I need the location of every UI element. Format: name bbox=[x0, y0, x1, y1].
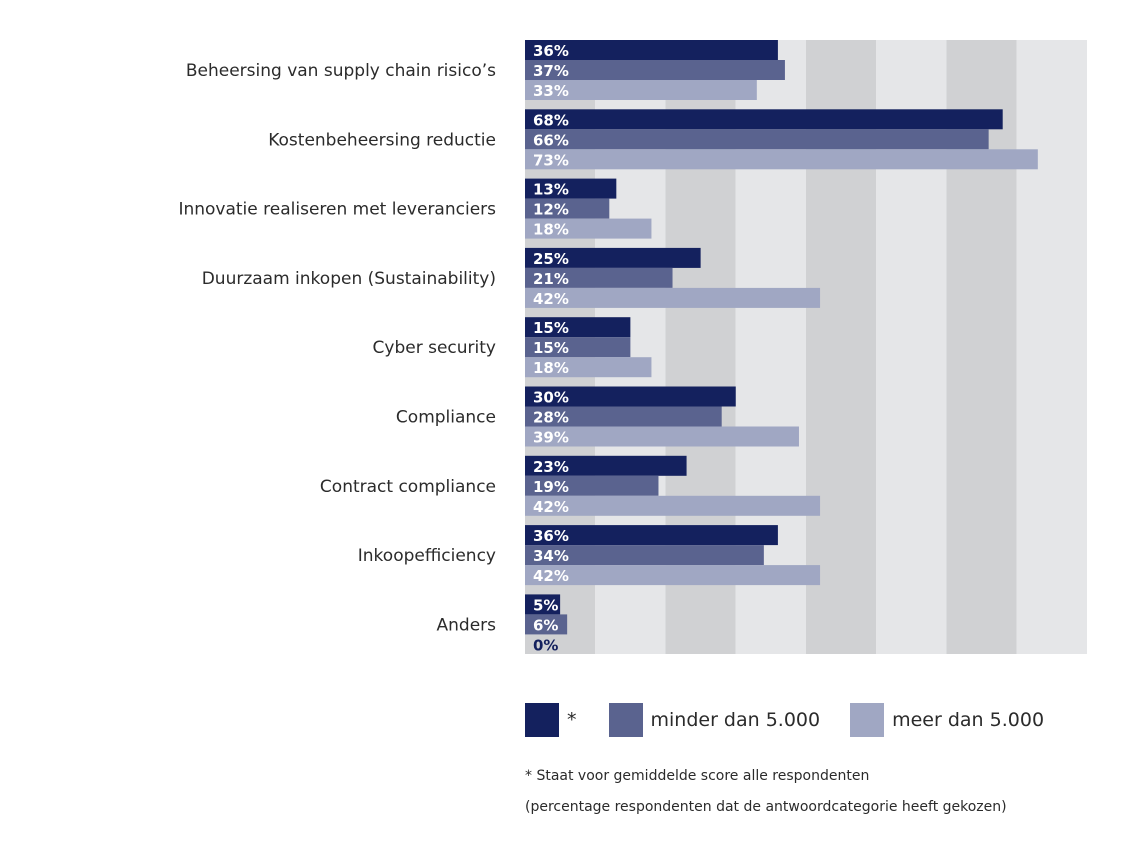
legend-swatch bbox=[525, 703, 559, 737]
category-label: Duurzaam inkopen (Sustainability) bbox=[202, 269, 496, 289]
bar bbox=[525, 545, 764, 566]
bar bbox=[525, 406, 722, 427]
bar-value-label: 36% bbox=[533, 42, 569, 60]
bar bbox=[525, 386, 736, 407]
bar-value-label: 36% bbox=[533, 527, 569, 545]
bar-value-label: 66% bbox=[533, 131, 569, 149]
bar bbox=[525, 594, 561, 615]
legend-label: * bbox=[567, 709, 577, 731]
bar bbox=[525, 198, 610, 219]
footnote-percentage: (percentage respondenten dat de antwoord… bbox=[525, 799, 1007, 815]
legend-item-average: * bbox=[525, 703, 581, 737]
bar bbox=[525, 109, 1003, 130]
category-label: Anders bbox=[437, 615, 497, 635]
bar bbox=[525, 525, 778, 546]
bar-value-label: 18% bbox=[533, 221, 569, 239]
legend-label: meer dan 5.000 bbox=[892, 709, 1045, 731]
bar bbox=[525, 317, 631, 338]
bar-value-label: 15% bbox=[533, 319, 569, 337]
bar bbox=[525, 426, 799, 447]
legend-swatch bbox=[850, 703, 885, 737]
bar-value-label: 19% bbox=[533, 478, 569, 496]
bar bbox=[525, 614, 568, 635]
category-label: Inkoopefficiency bbox=[358, 546, 496, 566]
bar bbox=[525, 337, 631, 358]
bar bbox=[525, 475, 659, 496]
bar bbox=[525, 40, 778, 60]
bar bbox=[525, 287, 821, 308]
bar-value-label: 73% bbox=[533, 151, 569, 169]
bar-value-label: 42% bbox=[533, 567, 569, 585]
bar-value-label: 23% bbox=[533, 458, 569, 476]
category-label: Compliance bbox=[396, 408, 496, 428]
category-label: Kostenbeheersing reductie bbox=[268, 130, 496, 150]
legend-label: minder dan 5.000 bbox=[650, 709, 821, 731]
bar-value-label: 37% bbox=[533, 62, 569, 80]
bar bbox=[525, 495, 821, 516]
bar-value-label: 0% bbox=[533, 636, 558, 654]
bars: 36% 37% 33% 68% 66% 73% 13% 12% 18% 25% 21% 42% 15% 1… bbox=[525, 40, 1038, 654]
legend: * minder dan 5.000 meer dan 5.000 bbox=[525, 703, 1054, 737]
bar bbox=[525, 267, 673, 288]
legend-item-more-than-5000: meer dan 5.000 bbox=[850, 703, 1048, 737]
bar-value-label: 13% bbox=[533, 181, 569, 199]
bar-value-label: 34% bbox=[533, 547, 569, 565]
bar bbox=[525, 80, 757, 100]
category-label: Beheersing van supply chain risico’s bbox=[186, 61, 496, 81]
bar bbox=[525, 129, 989, 150]
category-labels: Beheersing van supply chain risico’s Kost… bbox=[178, 61, 496, 635]
bar-value-label: 12% bbox=[533, 201, 569, 219]
bar-value-label: 39% bbox=[533, 429, 569, 447]
bar-value-label: 30% bbox=[533, 389, 569, 407]
bar-value-label: 25% bbox=[533, 250, 569, 268]
category-label: Innovatie realiseren met leveranciers bbox=[178, 200, 496, 220]
bar bbox=[525, 149, 1038, 170]
bar-value-label: 15% bbox=[533, 339, 569, 357]
bar-value-label: 21% bbox=[533, 270, 569, 288]
bar bbox=[525, 455, 687, 476]
bar bbox=[525, 247, 701, 268]
legend-item-less-than-5000: minder dan 5.000 bbox=[608, 703, 825, 737]
bar bbox=[525, 357, 652, 378]
bar bbox=[525, 178, 617, 199]
legend-swatch bbox=[608, 703, 643, 737]
bar-value-label: 33% bbox=[533, 82, 569, 100]
bar-value-label: 6% bbox=[533, 616, 558, 634]
bar-value-label: 5% bbox=[533, 596, 558, 614]
category-label: Cyber security bbox=[373, 338, 496, 358]
bar-value-label: 18% bbox=[533, 359, 569, 377]
bar bbox=[525, 565, 821, 586]
bar bbox=[525, 218, 652, 239]
grid-band bbox=[1016, 40, 1087, 654]
footnote-average: * Staat voor gemiddelde score alle respo… bbox=[525, 768, 870, 784]
bar-value-label: 42% bbox=[533, 498, 569, 516]
bar bbox=[525, 60, 785, 80]
bar-value-label: 68% bbox=[533, 111, 569, 129]
bar-value-label: 42% bbox=[533, 290, 569, 308]
category-label: Contract compliance bbox=[320, 477, 496, 497]
bar-value-label: 28% bbox=[533, 409, 569, 427]
